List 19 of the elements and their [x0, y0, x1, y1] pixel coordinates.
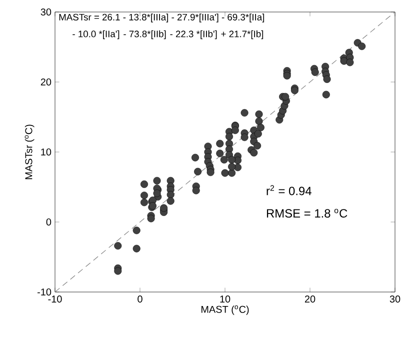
- annotation: - 10.0 *[IIa']: [72, 30, 120, 40]
- annotation: - 73.8*[IIb]: [124, 30, 166, 40]
- x-tick-label: 30: [390, 296, 400, 303]
- y-tick-label: 30: [40, 8, 52, 16]
- annotation: + 21.7*[Ib]: [221, 30, 264, 40]
- x-axis-title: MAST ($^{o}$C): [201, 305, 249, 315]
- y-axis-title: MASTsr ($^{o}$C): [24, 124, 34, 180]
- x-tick-label: -10: [48, 296, 62, 303]
- x-tick-label: 20: [304, 296, 316, 303]
- y-tick-label: 20: [40, 78, 52, 86]
- annotation: RMSE = 1.8 $^{o}$C: [266, 208, 348, 218]
- y-tick-label: 0: [46, 218, 52, 226]
- x-tick-label: 0: [138, 296, 142, 303]
- y-tick-label: -10: [38, 288, 52, 296]
- annotation: MASTsr = 26.1 - 13.8*[IIIa] - 27.9*[IIIa'] - 69.3*[IIa]: [59, 14, 264, 22]
- x-tick-label: 10: [220, 296, 230, 303]
- y-tick-label: 10: [41, 148, 52, 156]
- annotation: r$^{2}$ = 0.94: [266, 185, 312, 196]
- annotation: - 22.3 *[IIb']: [170, 30, 217, 40]
